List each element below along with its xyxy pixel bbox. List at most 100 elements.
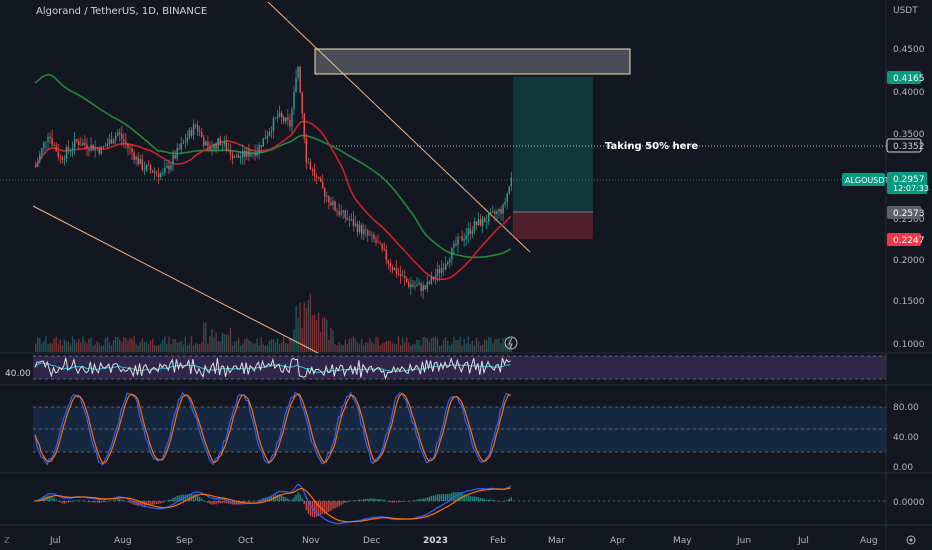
macd-bar xyxy=(305,501,307,511)
price-tick: 0.3500 xyxy=(893,130,925,140)
volume-bar xyxy=(170,344,172,352)
macd-bar xyxy=(158,501,160,504)
macd-bar xyxy=(131,501,133,504)
profit-zone[interactable] xyxy=(513,77,593,212)
macd-bar xyxy=(170,499,172,501)
candle-body xyxy=(213,143,215,150)
macd-bar xyxy=(457,491,459,501)
volume-bar xyxy=(242,343,244,352)
volume-bar xyxy=(281,342,283,352)
candle-body xyxy=(436,269,439,276)
macd-bar xyxy=(178,495,180,501)
macd-bar xyxy=(385,500,387,502)
volume-bar xyxy=(235,341,238,352)
candle-body xyxy=(377,242,379,244)
downtrend-line-upper[interactable] xyxy=(267,1,531,253)
macd-bar xyxy=(504,500,506,502)
volume-bar xyxy=(381,343,383,352)
volume-bar xyxy=(404,342,406,352)
stoch-d-line xyxy=(34,393,511,464)
macd-bar xyxy=(309,501,312,517)
volume-bar xyxy=(73,339,76,352)
macd-bar xyxy=(315,501,318,517)
resistance-zone[interactable] xyxy=(314,48,631,75)
time-label: Jul xyxy=(797,536,809,546)
svg-text:0.2573: 0.2573 xyxy=(893,209,925,219)
candle-body xyxy=(88,148,90,151)
macd-bar xyxy=(295,494,297,501)
candle-body xyxy=(199,131,201,133)
volume-bar xyxy=(94,344,96,352)
macd-bar xyxy=(100,501,102,503)
volume-bar xyxy=(408,342,410,352)
macd-bar xyxy=(447,493,449,501)
volume-bar xyxy=(201,341,203,352)
candle-body xyxy=(176,148,178,159)
candle-body xyxy=(340,212,342,215)
macd-bar xyxy=(114,499,117,501)
volume-bar xyxy=(143,342,146,352)
lightning-icon[interactable] xyxy=(504,336,518,350)
macd-bar xyxy=(287,498,289,501)
volume-bar xyxy=(360,338,363,352)
candle-body xyxy=(483,217,486,223)
time-label: Oct xyxy=(238,536,254,546)
volume-bar xyxy=(367,343,369,352)
candle-body xyxy=(207,141,209,147)
volume-bar xyxy=(45,336,47,352)
volume-bar xyxy=(420,344,422,352)
macd-bar xyxy=(350,500,353,502)
candle-body xyxy=(37,161,39,167)
zoom-icon[interactable]: Z xyxy=(4,536,10,545)
candle-body xyxy=(194,124,197,126)
volume-bar xyxy=(475,337,478,352)
macd-bar xyxy=(61,501,64,504)
candle-body xyxy=(104,145,107,147)
slow-moving-average xyxy=(34,73,512,259)
macd-bar xyxy=(213,501,215,505)
candle-body xyxy=(135,156,137,160)
macd-bar xyxy=(322,501,324,515)
macd-bar xyxy=(313,501,316,518)
volume-bar xyxy=(250,341,252,352)
stoch-tick: 40.00 xyxy=(893,433,919,443)
volume-bar xyxy=(490,337,492,352)
volume-bar xyxy=(174,338,176,352)
volume-bar xyxy=(199,343,201,352)
volume-bar xyxy=(172,338,174,352)
volume-bar xyxy=(295,305,297,352)
downtrend-line-lower[interactable] xyxy=(32,205,319,354)
candle-body xyxy=(449,259,451,263)
time-label: Aug xyxy=(860,536,878,546)
loss-zone[interactable] xyxy=(513,212,593,239)
candle-body xyxy=(391,266,394,271)
macd-bar xyxy=(475,496,478,501)
settings-icon[interactable] xyxy=(906,535,916,545)
candle-body xyxy=(447,262,449,265)
last-price-tag: 0.2957 12:07:33 xyxy=(887,172,929,194)
candle-body xyxy=(315,176,318,178)
macd-bar xyxy=(420,499,422,501)
candle-body xyxy=(309,162,312,170)
volume-bar xyxy=(67,341,70,352)
macd-bar xyxy=(356,500,359,501)
macd-bar xyxy=(432,495,435,501)
volume-bar xyxy=(373,344,375,352)
candle-body xyxy=(162,172,164,174)
price-tick: 0.1500 xyxy=(893,297,925,307)
macd-bar xyxy=(215,501,217,505)
candle-body xyxy=(406,278,408,282)
volume-bar xyxy=(481,344,484,352)
macd-bar xyxy=(117,499,119,501)
candle-body xyxy=(461,236,463,241)
volume-bar xyxy=(92,345,94,352)
macd-bar xyxy=(449,493,451,501)
macd-tick: 0.0000 xyxy=(893,498,925,508)
candle-body xyxy=(500,209,502,214)
volume-bar xyxy=(338,341,340,352)
volume-bar xyxy=(168,336,170,352)
candle-body xyxy=(256,152,258,156)
volume-bar xyxy=(137,345,139,352)
volume-bar xyxy=(225,334,228,352)
